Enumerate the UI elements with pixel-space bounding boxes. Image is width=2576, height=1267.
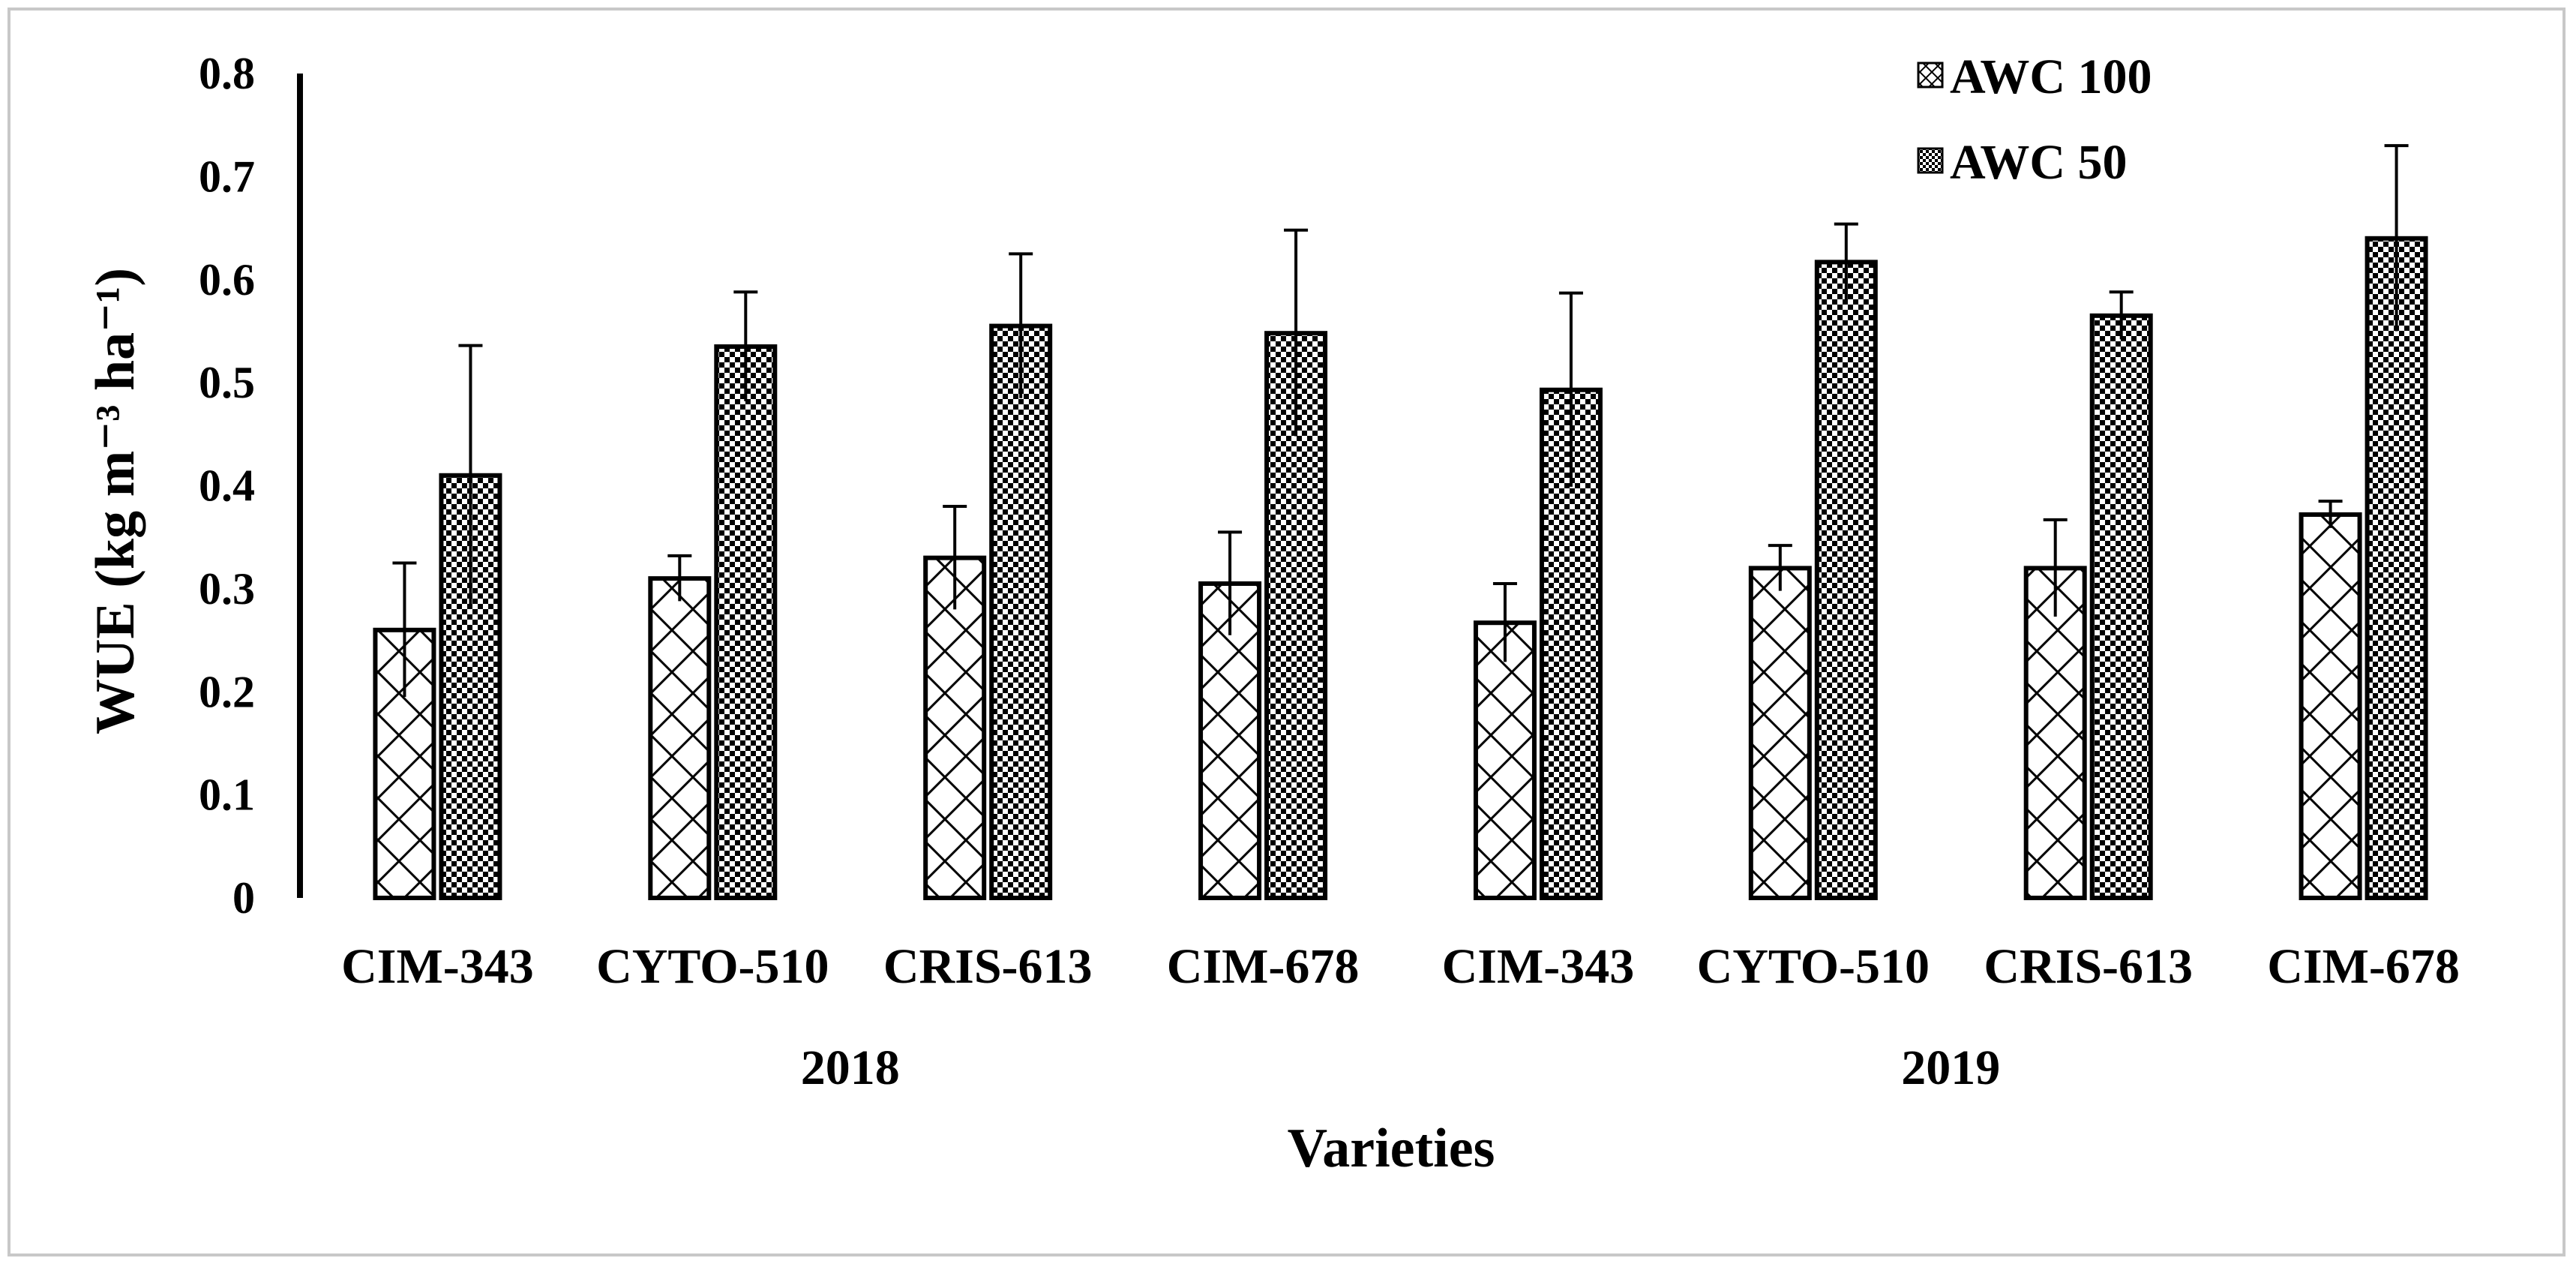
bar-awc100 — [2023, 566, 2087, 901]
y-axis-title: WUE (kg m⁻³ ha⁻¹) — [85, 268, 146, 734]
bar-awc100 — [2299, 512, 2362, 901]
bar-awc50 — [1264, 331, 1328, 900]
category-label: CYTO-510 — [1697, 939, 1930, 994]
bar-awc50 — [989, 323, 1053, 901]
category-labels: CIM-343 CYTO-510 CRIS-613 CIM-678 CIM-343 CYT… — [341, 939, 2460, 994]
group-labels: 2018 2019 — [801, 1040, 2001, 1095]
bars — [373, 236, 2428, 901]
y-tick-label: 0.7 — [199, 152, 255, 201]
category-label: CRIS-613 — [883, 939, 1093, 994]
category-label: CRIS-613 — [1984, 939, 2193, 994]
category-label: CYTO-510 — [596, 939, 829, 994]
legend-swatch-awc100 — [1917, 62, 1944, 89]
legend-swatch-awc50 — [1917, 147, 1944, 174]
y-tick-labels: 0 0.1 0.2 0.3 0.4 0.5 0.6 0.7 0.8 — [199, 49, 255, 923]
y-tick-label: 0.1 — [199, 770, 255, 820]
legend-label-awc100: AWC 100 — [1950, 50, 2152, 104]
y-tick-label: 0.5 — [199, 358, 255, 407]
bar-awc100 — [923, 555, 987, 900]
bar-awc100 — [1198, 581, 1262, 900]
legend: AWC 100 AWC 50 — [1917, 50, 2152, 190]
error-bars — [392, 144, 2409, 698]
group-label: 2018 — [801, 1040, 900, 1095]
bar-awc50 — [1814, 260, 1878, 900]
y-tick-label: 0.3 — [199, 564, 255, 614]
bar-awc100 — [1473, 620, 1537, 900]
category-label: CIM-678 — [2267, 939, 2460, 994]
category-label: CIM-343 — [341, 939, 534, 994]
bar-awc50 — [714, 344, 778, 900]
y-tick-label: 0.4 — [199, 461, 255, 511]
bar-awc50 — [2365, 236, 2428, 900]
y-tick-label: 0.8 — [199, 49, 255, 98]
group-label: 2019 — [1901, 1040, 2000, 1095]
legend-label-awc50: AWC 50 — [1950, 135, 2128, 190]
bar-awc50 — [2089, 313, 2153, 900]
category-label: CIM-343 — [1442, 939, 1635, 994]
y-tick-label: 0 — [232, 873, 255, 923]
y-tick-label: 0.6 — [199, 255, 255, 305]
x-axis-title: Varieties — [1288, 1118, 1495, 1179]
bar-awc100 — [1748, 566, 1812, 901]
y-tick-label: 0.2 — [199, 667, 255, 716]
bar-awc100 — [648, 576, 712, 900]
category-label: CIM-678 — [1167, 939, 1360, 994]
